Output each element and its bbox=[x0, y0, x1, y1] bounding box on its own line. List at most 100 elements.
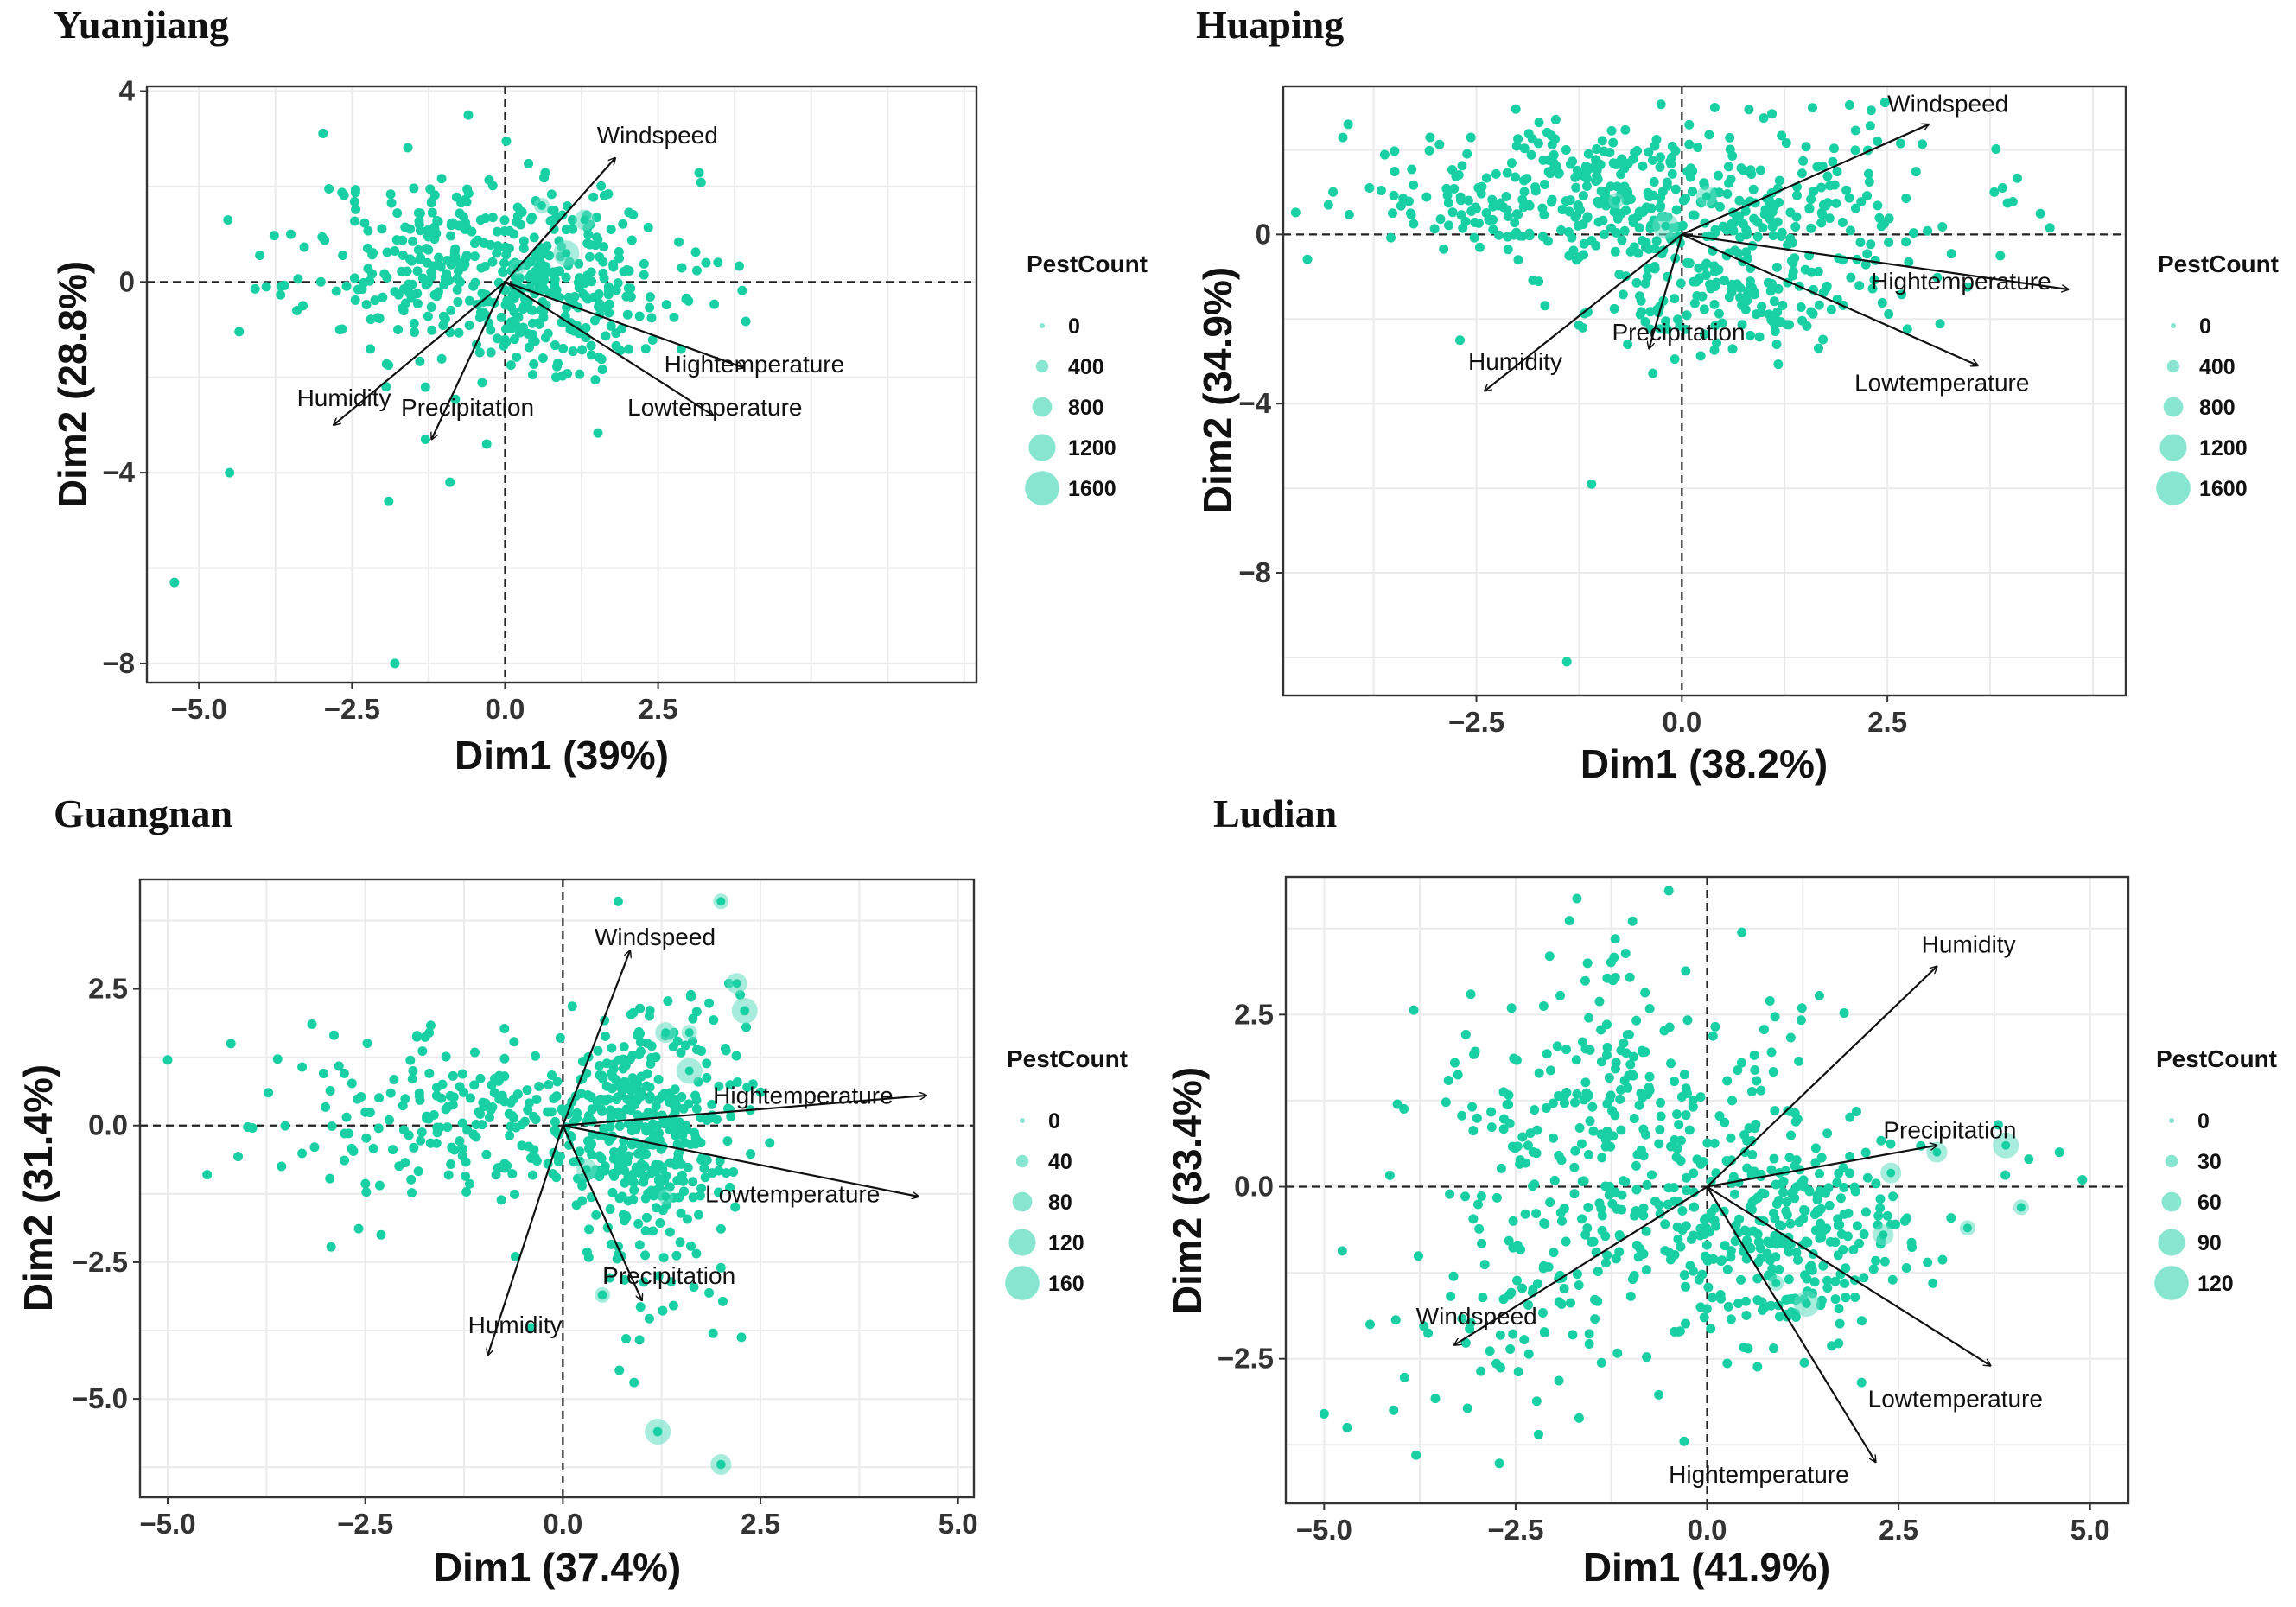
data-point bbox=[1706, 1176, 1716, 1186]
data-point bbox=[619, 1079, 629, 1089]
data-point bbox=[1467, 1102, 1478, 1112]
data-point bbox=[455, 1136, 465, 1146]
data-point bbox=[1699, 261, 1709, 271]
data-point bbox=[334, 1061, 344, 1071]
data-point bbox=[501, 250, 512, 260]
data-point bbox=[537, 353, 548, 364]
data-point bbox=[1845, 1168, 1855, 1178]
data-point bbox=[1797, 1003, 1807, 1013]
data-point bbox=[441, 1051, 451, 1062]
loading-vector bbox=[562, 950, 630, 1127]
data-point bbox=[1804, 1262, 1815, 1273]
data-point bbox=[506, 360, 516, 371]
vector-label: Windspeed bbox=[1416, 1303, 1537, 1330]
data-point bbox=[1886, 1168, 1896, 1178]
data-point bbox=[600, 1095, 610, 1105]
data-point bbox=[555, 1032, 565, 1043]
data-point bbox=[1494, 1458, 1504, 1469]
data-point bbox=[1689, 1168, 1699, 1178]
data-point bbox=[1796, 302, 1806, 312]
data-point bbox=[1702, 1138, 1713, 1148]
x-tick-label: −2.5 bbox=[337, 1508, 393, 1540]
data-point bbox=[1682, 1015, 1693, 1026]
data-point bbox=[1606, 125, 1617, 136]
data-point bbox=[577, 1196, 588, 1206]
data-point bbox=[588, 192, 599, 202]
data-point bbox=[497, 1090, 507, 1101]
data-point bbox=[1392, 1099, 1402, 1109]
data-point bbox=[385, 1088, 396, 1098]
vector-label: Humidity bbox=[468, 1312, 563, 1338]
legend-key bbox=[1015, 1154, 1029, 1168]
data-point bbox=[1607, 1106, 1618, 1116]
data-point bbox=[658, 1253, 669, 1263]
data-point bbox=[1620, 1177, 1631, 1187]
data-point bbox=[1518, 202, 1529, 213]
data-point bbox=[675, 1237, 685, 1248]
data-point bbox=[590, 240, 601, 251]
data-point bbox=[730, 1202, 741, 1212]
data-point bbox=[1860, 1207, 1871, 1217]
data-point bbox=[1792, 190, 1803, 200]
data-point bbox=[501, 136, 512, 146]
data-point bbox=[1891, 1219, 1901, 1229]
data-point bbox=[423, 231, 433, 241]
data-point bbox=[1495, 1362, 1505, 1373]
data-point bbox=[580, 215, 589, 225]
data-point bbox=[1588, 1126, 1599, 1136]
data-point bbox=[1730, 1236, 1740, 1247]
data-point bbox=[691, 1007, 702, 1017]
data-point bbox=[1722, 1358, 1733, 1369]
data-point bbox=[1695, 1092, 1706, 1102]
data-point bbox=[590, 375, 601, 385]
data-point bbox=[1621, 271, 1631, 282]
data-point bbox=[403, 143, 413, 153]
data-point bbox=[353, 284, 363, 295]
panel-title-ludian: Ludian bbox=[1213, 791, 1338, 835]
data-point bbox=[1517, 1283, 1528, 1293]
data-point bbox=[526, 1323, 537, 1333]
data-point bbox=[1862, 249, 1873, 259]
data-point bbox=[1744, 105, 1754, 115]
data-point bbox=[1946, 1213, 1956, 1223]
data-point bbox=[408, 1066, 418, 1077]
data-point bbox=[1441, 183, 1452, 194]
data-point bbox=[1855, 238, 1866, 248]
x-tick-label: 2.5 bbox=[1879, 1514, 1918, 1546]
data-point bbox=[454, 327, 464, 338]
data-point bbox=[1886, 1139, 1896, 1149]
data-point bbox=[1736, 1274, 1746, 1285]
data-point bbox=[334, 325, 345, 335]
data-point bbox=[1818, 1261, 1829, 1271]
data-point bbox=[1662, 324, 1672, 334]
data-point bbox=[1772, 217, 1783, 227]
vector-label: Humidity bbox=[1922, 931, 2016, 958]
plot-background bbox=[147, 86, 976, 683]
data-point bbox=[1379, 149, 1390, 160]
y-tick-label: −2.5 bbox=[1218, 1343, 1274, 1375]
data-point bbox=[640, 1226, 651, 1236]
data-point bbox=[452, 284, 462, 295]
data-point bbox=[1572, 165, 1582, 175]
data-point bbox=[1446, 1291, 1456, 1301]
data-point bbox=[681, 293, 691, 303]
data-point bbox=[512, 1089, 523, 1099]
data-point bbox=[605, 1273, 615, 1283]
data-point bbox=[685, 1139, 696, 1149]
data-point bbox=[630, 1083, 640, 1094]
data-point bbox=[1608, 137, 1619, 148]
data-point bbox=[682, 1214, 692, 1224]
data-point bbox=[280, 1121, 290, 1131]
data-point bbox=[1337, 1246, 1347, 1256]
data-point bbox=[1816, 1218, 1826, 1229]
data-point bbox=[1776, 232, 1786, 242]
data-point bbox=[1722, 1076, 1733, 1086]
data-point bbox=[1609, 303, 1619, 314]
data-point bbox=[603, 289, 614, 300]
data-point bbox=[694, 168, 704, 178]
data-point bbox=[1770, 1230, 1780, 1241]
data-point bbox=[1682, 1172, 1692, 1183]
data-point bbox=[1762, 1248, 1772, 1259]
